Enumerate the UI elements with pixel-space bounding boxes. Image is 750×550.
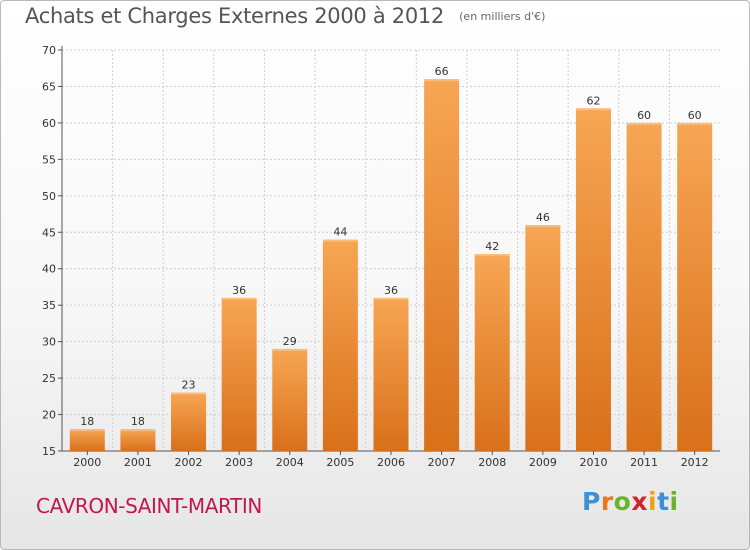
bar-highlight: [120, 429, 156, 432]
bar-2003: [221, 297, 257, 451]
logo-letter: o: [613, 487, 632, 516]
labels: 18 2000 18 2001 23 2002 36 2003 29 2004 44 2005 36 20…: [73, 65, 708, 469]
logo-letter: i: [669, 487, 679, 516]
category-label: 2006: [377, 456, 405, 469]
bar-highlight: [322, 239, 358, 242]
bar-highlight: [525, 224, 561, 227]
category-label: 2011: [630, 456, 658, 469]
value-label: 29: [283, 335, 297, 348]
value-label: 46: [536, 211, 550, 224]
logo-letter: r: [600, 487, 614, 516]
category-label: 2008: [478, 456, 506, 469]
bar-2001: [120, 429, 156, 451]
bar-highlight: [677, 122, 713, 125]
logo-letter: i: [648, 487, 658, 516]
category-label: 2004: [276, 456, 304, 469]
chart-subtitle: (en milliers d'€): [459, 10, 546, 23]
bar-2011: [626, 122, 662, 451]
category-label: 2001: [124, 456, 152, 469]
category-label: 2007: [428, 456, 456, 469]
value-label: 23: [182, 379, 196, 392]
y-tick-label: 45: [42, 226, 56, 239]
value-label: 42: [485, 240, 499, 253]
y-tick-label: 55: [42, 153, 56, 166]
category-label: 2005: [326, 456, 354, 469]
category-label: 2009: [529, 456, 557, 469]
bar-highlight: [424, 79, 460, 82]
commune-name: CAVRON-SAINT-MARTIN: [36, 494, 262, 518]
value-label: 18: [131, 415, 145, 428]
bar-2004: [272, 348, 308, 451]
bar-2006: [373, 297, 409, 451]
bar-highlight: [575, 108, 611, 111]
y-tick-label: 30: [42, 336, 56, 349]
category-label: 2012: [681, 456, 709, 469]
bar-2009: [525, 224, 561, 451]
bar-2010: [575, 108, 611, 451]
value-label: 60: [637, 109, 651, 122]
category-label: 2003: [225, 456, 253, 469]
bar-2002: [171, 392, 207, 451]
bar-highlight: [272, 348, 308, 351]
value-label: 66: [435, 65, 449, 78]
y-tick-label: 70: [42, 44, 56, 57]
bar-2007: [424, 79, 460, 451]
value-label: 36: [232, 284, 246, 297]
value-label: 62: [586, 94, 600, 107]
bar-highlight: [171, 392, 207, 395]
logo-letter: t: [657, 487, 670, 516]
proxiti-logo[interactable]: Proxiti: [582, 487, 679, 516]
bars: [69, 79, 713, 451]
bar-2012: [677, 122, 713, 451]
category-label: 2002: [175, 456, 203, 469]
value-label: 18: [80, 415, 94, 428]
y-tick-label: 40: [42, 263, 56, 276]
y-tick-label: 15: [42, 445, 56, 458]
bar-highlight: [373, 297, 409, 300]
y-tick-label: 20: [42, 409, 56, 422]
value-label: 60: [688, 109, 702, 122]
value-label: 44: [333, 226, 347, 239]
value-label: 36: [384, 284, 398, 297]
bar-highlight: [69, 429, 105, 432]
y-tick-label: 60: [42, 117, 56, 130]
bar-highlight: [626, 122, 662, 125]
bar-highlight: [221, 297, 257, 300]
chart-title: Achats et Charges Externes 2000 à 2012: [25, 4, 445, 28]
y-tick-label: 35: [42, 299, 56, 312]
y-tick-label: 25: [42, 372, 56, 385]
bar-2000: [69, 429, 105, 451]
y-tick-label: 50: [42, 190, 56, 203]
bar-2008: [474, 254, 510, 451]
y-tick-label: 65: [42, 80, 56, 93]
bar-highlight: [474, 254, 510, 257]
bar-2005: [322, 239, 358, 451]
category-label: 2010: [579, 456, 607, 469]
logo-letter: x: [631, 487, 648, 516]
category-label: 2000: [73, 456, 101, 469]
logo-letter: P: [582, 487, 601, 516]
chart-header: Achats et Charges Externes 2000 à 2012 (…: [25, 4, 545, 28]
